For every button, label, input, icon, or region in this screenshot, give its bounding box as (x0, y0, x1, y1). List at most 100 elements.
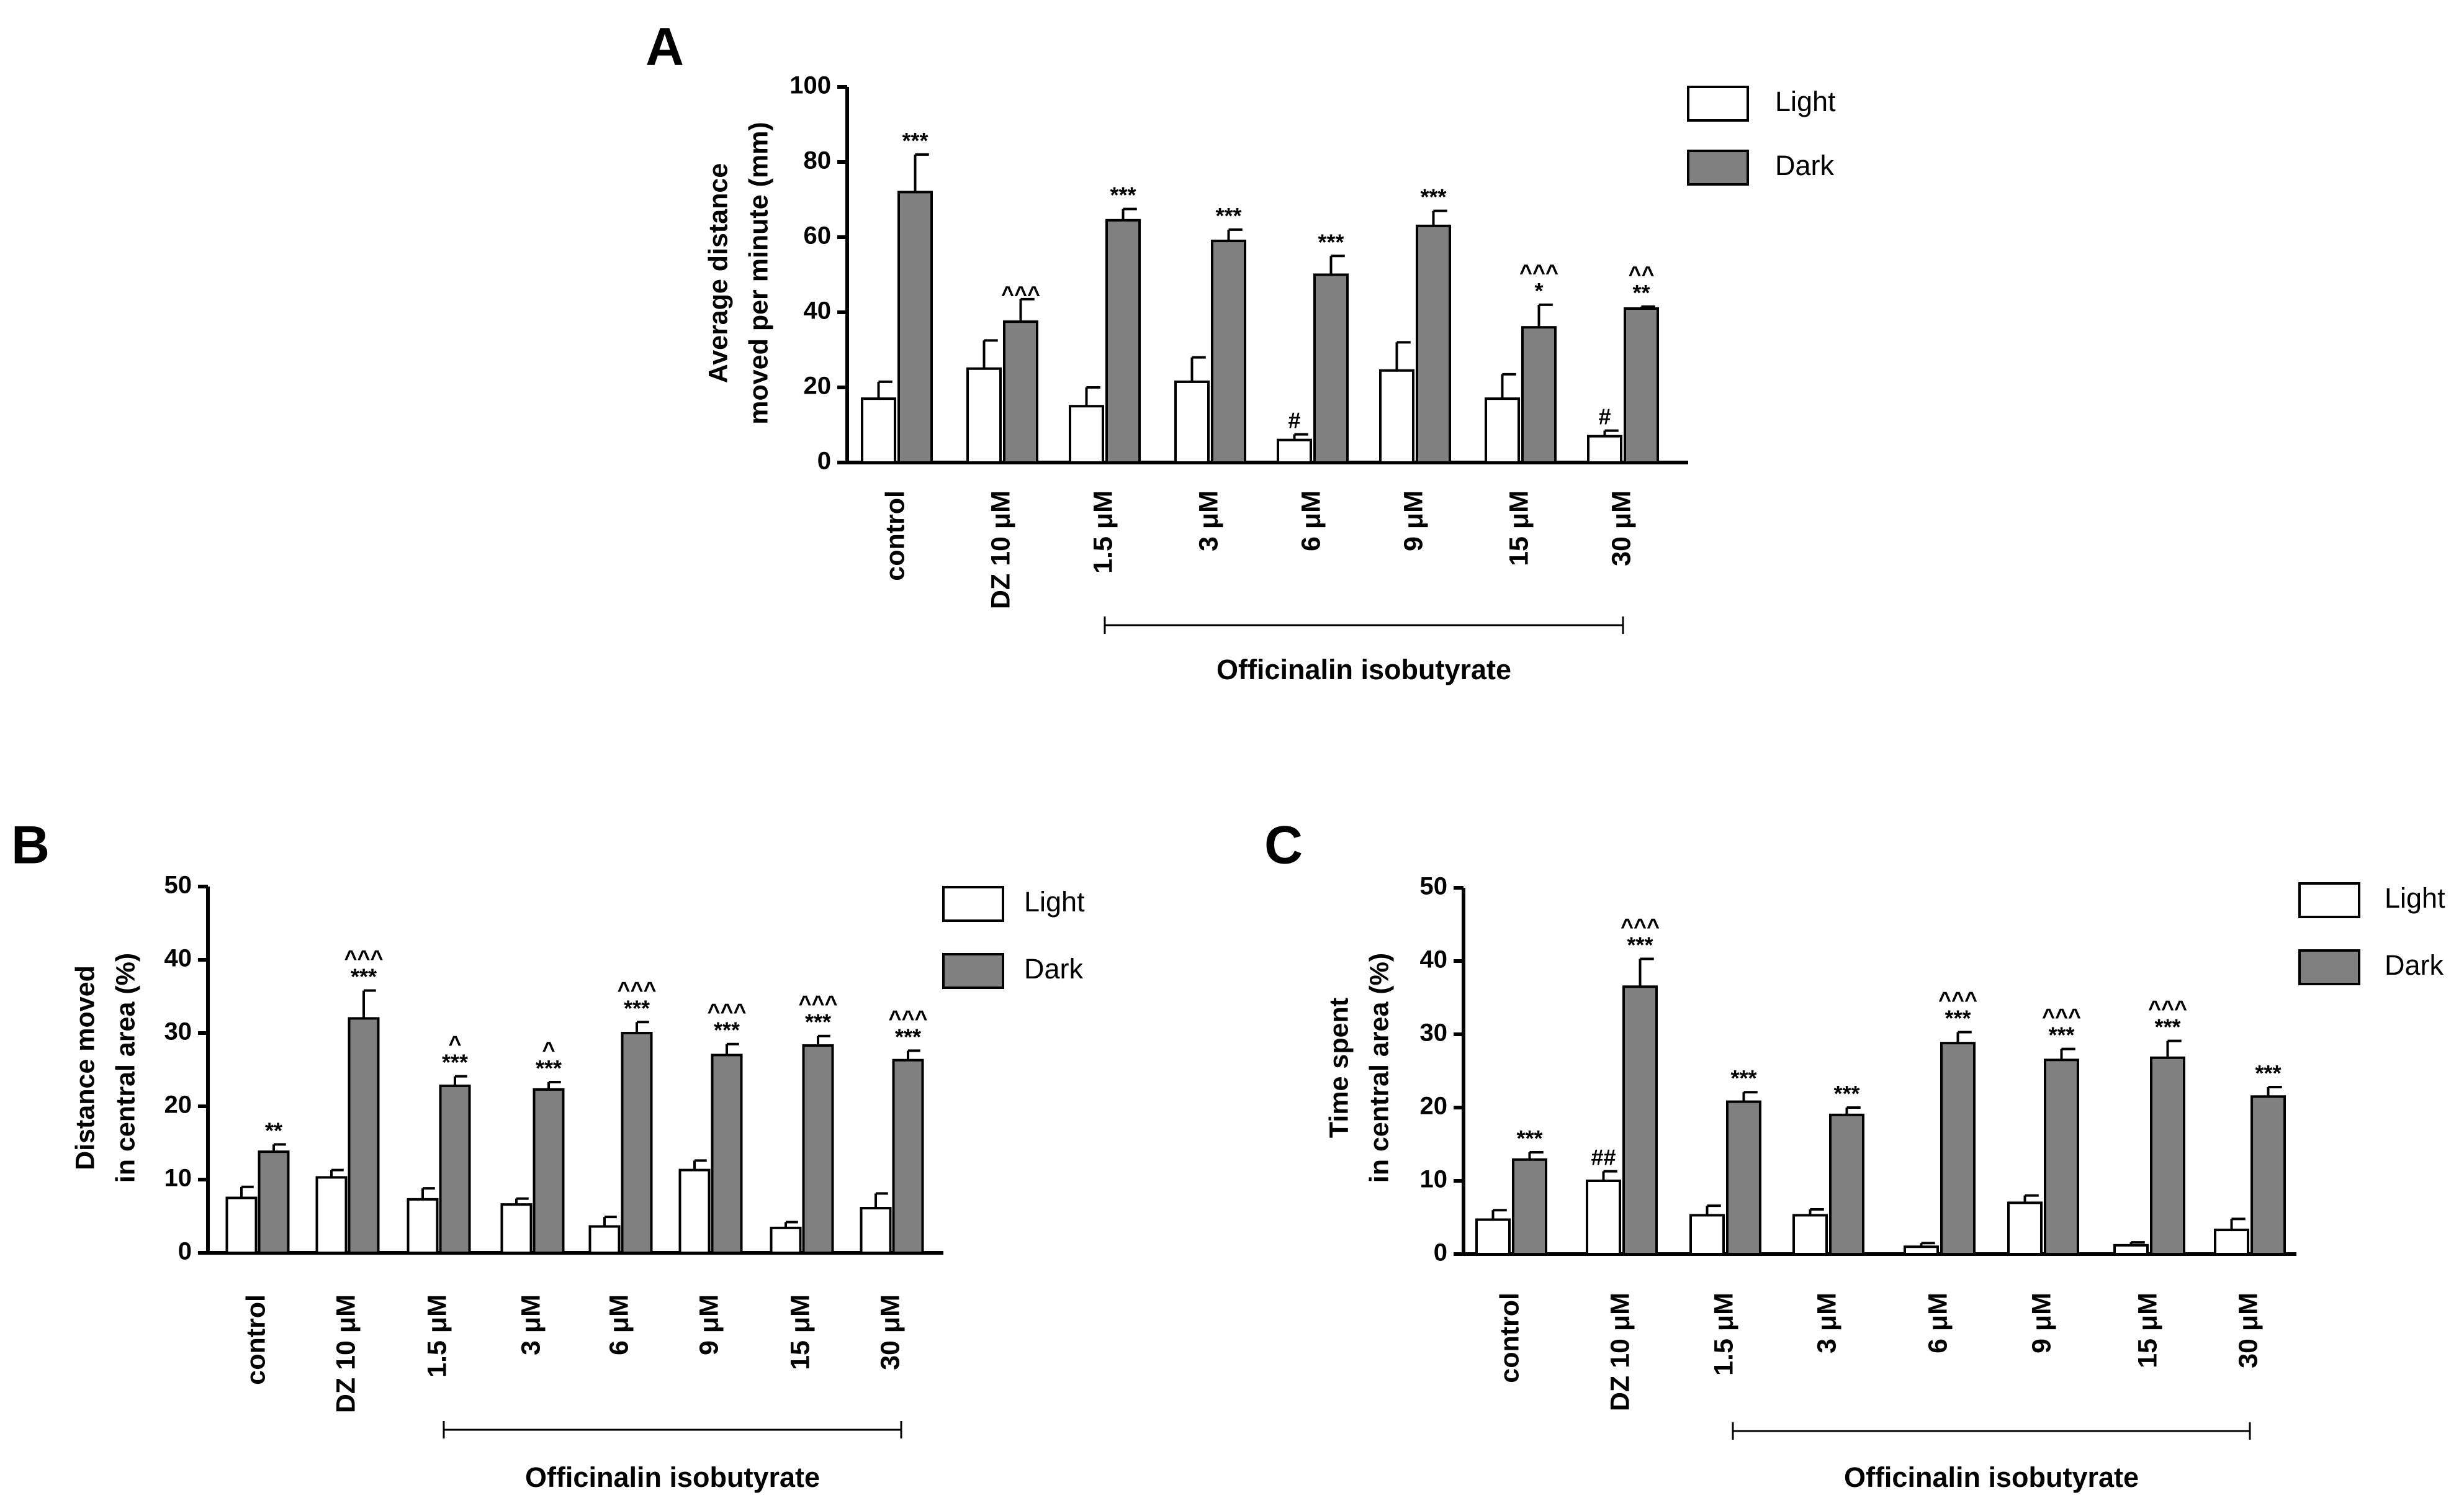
panel-letter: C (1264, 816, 1303, 875)
significance-label: *** (1420, 184, 1446, 210)
bar-dark (533, 1088, 565, 1254)
y-tick-label: 20 (1420, 1093, 1448, 1120)
bar-light (1069, 405, 1104, 464)
y-tick-label: 100 (789, 72, 831, 99)
significance-label: ## (1591, 1145, 1616, 1170)
legend-label: Light (1024, 886, 1085, 918)
group-label: Officinalin isobutyrate (525, 1461, 820, 1493)
significance-label: * (1534, 278, 1543, 304)
x-category-label: 3 μM (1194, 490, 1223, 551)
significance-label: ** (265, 1117, 282, 1143)
x-category-label: control (1495, 1293, 1524, 1383)
bar-dark (1313, 273, 1349, 464)
significance-label: ^^^ (344, 946, 383, 971)
x-category-label: 3 μM (1812, 1293, 1841, 1353)
significance-label: ^^^ (1621, 913, 1660, 939)
bar-light (1792, 1214, 1828, 1255)
bar-dark (1521, 326, 1557, 464)
significance-label: ^^^ (707, 999, 746, 1024)
y-tick-label: 40 (164, 945, 192, 972)
significance-label: *** (1110, 183, 1136, 208)
significance-label: *** (2048, 1023, 2074, 1048)
y-tick-label: 80 (804, 147, 832, 174)
bar-dark (621, 1032, 653, 1254)
y-tick-label: 30 (164, 1018, 192, 1045)
bar-light (1174, 380, 1210, 464)
legend-swatch-dark (1687, 150, 1749, 186)
legend-swatch-light (2298, 882, 2360, 918)
bar-dark (1512, 1158, 1547, 1256)
bar-light (770, 1226, 802, 1255)
y-tick-label: 50 (1420, 873, 1448, 900)
bar-light (500, 1203, 533, 1254)
bar-light (588, 1225, 621, 1255)
bar-light (1587, 435, 1622, 464)
bar-dark (1003, 320, 1038, 464)
x-category-label: 9 μM (2026, 1293, 2056, 1353)
significance-label: *** (442, 1050, 468, 1075)
y-tick-label: 0 (1434, 1239, 1447, 1266)
bar-dark (2250, 1095, 2286, 1256)
x-category-label: 6 μM (1923, 1293, 1953, 1353)
panel-a: A Average distance moved per minute (mm) 0 2… (645, 17, 1836, 685)
bar-light (2214, 1229, 2249, 1256)
significance-label: *** (536, 1055, 562, 1081)
legend-swatch-dark (2298, 949, 2360, 985)
bar-dark (1829, 1113, 1864, 1256)
panel-c: C Time spent in central area (%) 0 10 20 30 40 5… (1264, 816, 2445, 1493)
legend: Light Dark (942, 886, 1085, 989)
panel-letter: B (11, 816, 50, 875)
significance-label: *** (2154, 1014, 2180, 1040)
x-category-label: 6 μM (1296, 490, 1326, 551)
significance-label: *** (351, 964, 377, 990)
x-category-label: 30 μM (875, 1294, 905, 1370)
bar-dark (1416, 224, 1451, 464)
y-tick-label: 20 (804, 372, 832, 400)
bar-dark (348, 1017, 380, 1255)
significance-label: ^^^ (617, 977, 656, 1002)
legend-label: Dark (2385, 949, 2444, 981)
legend-swatch-light (942, 886, 1004, 922)
significance-label: ^ (542, 1037, 555, 1062)
significance-label: ** (1632, 280, 1650, 305)
x-category-label: 6 μM (604, 1294, 634, 1355)
significance-label: *** (902, 128, 928, 153)
y-axis-label: Time spent (1324, 998, 1354, 1138)
bar-dark (258, 1150, 290, 1255)
y-axis-label: in central area (%) (1364, 953, 1394, 1183)
y-tick-label: 60 (804, 222, 832, 250)
significance-label: ^ (448, 1031, 461, 1057)
group-label: Officinalin isobutyrate (1216, 654, 1511, 685)
y-tick-label: 20 (164, 1091, 192, 1119)
bar-light (407, 1198, 439, 1254)
panel-letter: A (645, 17, 684, 77)
legend-swatch-light (1687, 86, 1749, 122)
significance-label: *** (805, 1009, 831, 1035)
y-tick-label: 0 (178, 1238, 192, 1265)
bar-light (1586, 1180, 1621, 1255)
significance-label: *** (2255, 1060, 2281, 1086)
x-category-label: 1.5 μM (1088, 490, 1118, 574)
y-axis-label: moved per minute (mm) (744, 122, 773, 424)
bar-dark (1622, 985, 1658, 1256)
y-axis-label: Average distance (703, 163, 733, 384)
significance-label: ^^^ (1938, 987, 1977, 1012)
x-category-label: 15 μM (785, 1294, 815, 1370)
bar-light (225, 1196, 258, 1254)
y-axis-label: in central area (%) (110, 953, 140, 1183)
y-tick-label: 40 (1420, 946, 1448, 973)
bar-dark (897, 191, 933, 464)
x-category-label: 3 μM (516, 1294, 546, 1355)
bar-dark (1726, 1100, 1761, 1256)
x-category-label: 9 μM (694, 1294, 724, 1355)
bar-light (1475, 1218, 1511, 1256)
significance-label: *** (1833, 1081, 1859, 1106)
significance-label: ^^^ (2042, 1004, 2081, 1029)
y-axis-label: Distance moved (70, 965, 100, 1170)
bar-light (2007, 1201, 2043, 1256)
x-category-label: 15 μM (1504, 490, 1534, 566)
bar-dark (439, 1084, 471, 1254)
y-tick-label: 50 (164, 872, 192, 899)
significance-label: *** (1215, 203, 1241, 228)
x-category-label: 1.5 μM (422, 1294, 452, 1378)
